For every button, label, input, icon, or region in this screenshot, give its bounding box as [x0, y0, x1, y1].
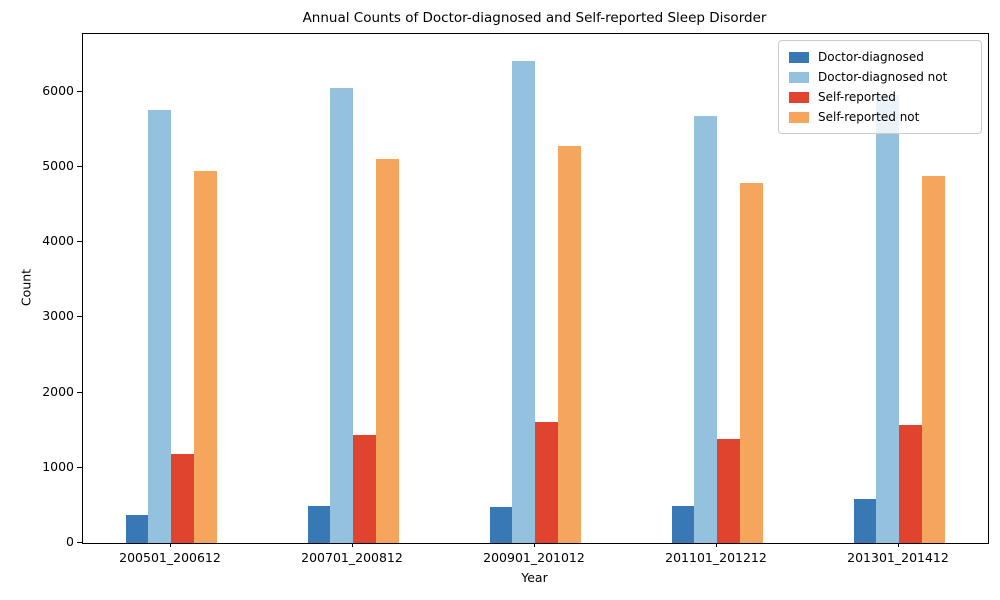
y-tick-label: 6000: [42, 82, 74, 98]
bar: [353, 434, 376, 543]
x-tick-mark: [715, 543, 717, 547]
x-tick-label: 200901_201012: [483, 550, 585, 565]
x-tick-label: 201101_201212: [665, 550, 767, 565]
y-tick-mark: [77, 466, 82, 468]
legend-entry: Self-reported not: [779, 107, 981, 127]
bar: [921, 175, 945, 543]
y-tick-label: 4000: [42, 233, 74, 249]
y-tick-label: 1000: [42, 458, 74, 474]
legend-swatch-icon: [789, 71, 809, 83]
y-tick-mark: [77, 90, 82, 92]
bar: [193, 170, 217, 543]
y-tick-label: 3000: [42, 308, 74, 324]
x-tick-label: 200501_200612: [119, 550, 221, 565]
y-tick-label: 0: [66, 534, 74, 549]
y-tick-mark: [77, 316, 82, 318]
legend-label: Self-reported: [818, 90, 896, 104]
bar: [739, 182, 763, 543]
bar: [557, 145, 581, 543]
bar: [330, 87, 353, 543]
bar: [307, 506, 331, 543]
bar: [671, 506, 695, 543]
x-tick-mark: [897, 543, 899, 547]
bar: [876, 95, 899, 543]
legend: Doctor-diagnosed Doctor-diagnosed not Self…: [778, 40, 982, 134]
legend-entry: Doctor-diagnosed: [779, 47, 981, 67]
bar: [375, 158, 399, 543]
bar: [512, 60, 535, 543]
bar: [125, 515, 149, 543]
bar: [535, 421, 558, 543]
y-tick-mark: [77, 241, 82, 243]
chart-title: Annual Counts of Doctor-diagnosed and Se…: [302, 10, 767, 26]
x-tick-mark: [533, 543, 535, 547]
legend-entry: Self-reported: [779, 87, 981, 107]
x-tick-label: 201301_201412: [847, 550, 949, 565]
plot-area: [82, 33, 989, 544]
legend-entry: Doctor-diagnosed not: [779, 67, 981, 87]
bar: [489, 506, 513, 543]
y-tick-mark: [77, 165, 82, 167]
legend-label: Self-reported not: [818, 110, 920, 124]
legend-label: Doctor-diagnosed: [818, 50, 924, 64]
x-tick-label: 200701_200812: [301, 550, 403, 565]
legend-swatch-icon: [789, 111, 809, 123]
y-tick-mark: [77, 391, 82, 393]
legend-swatch-icon: [789, 91, 809, 103]
bar: [853, 499, 877, 543]
y-tick-mark: [77, 542, 82, 543]
y-tick-label: 2000: [42, 383, 74, 399]
bar: [171, 454, 194, 543]
x-tick-mark: [169, 543, 171, 547]
bar: [148, 109, 171, 543]
y-tick-label: 5000: [42, 157, 74, 173]
y-axis-label: Count: [18, 268, 34, 307]
legend-swatch-icon: [789, 51, 809, 63]
legend-label: Doctor-diagnosed not: [818, 70, 948, 84]
x-tick-mark: [351, 543, 353, 547]
bar: [694, 115, 717, 543]
x-axis-label: Year: [521, 570, 548, 585]
bar: [899, 424, 922, 543]
bar: [717, 439, 740, 543]
